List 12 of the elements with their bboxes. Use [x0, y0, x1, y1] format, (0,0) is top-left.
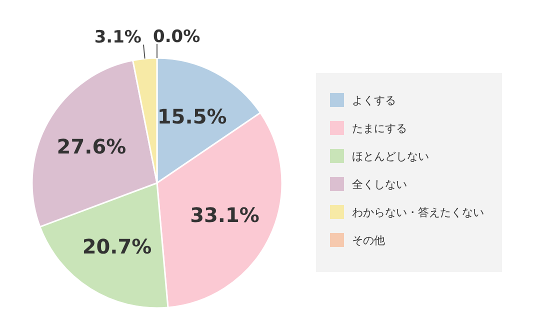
legend-label: わからない・答えたくない [352, 206, 484, 219]
legend-label: よくする [352, 94, 396, 107]
legend-label: 全くしない [352, 178, 407, 191]
data-label: 20.7% [82, 234, 152, 258]
data-label: 27.6% [56, 134, 126, 158]
legend-label: たまにする [352, 122, 407, 135]
data-label: 15.5% [157, 104, 227, 129]
text: 0.0% [153, 27, 200, 47]
legend-label: ほとんどしない [352, 150, 429, 163]
legend-label: その他 [352, 234, 385, 247]
data-label: 3.1% [94, 28, 142, 48]
data-label: 33.1% [190, 203, 260, 228]
